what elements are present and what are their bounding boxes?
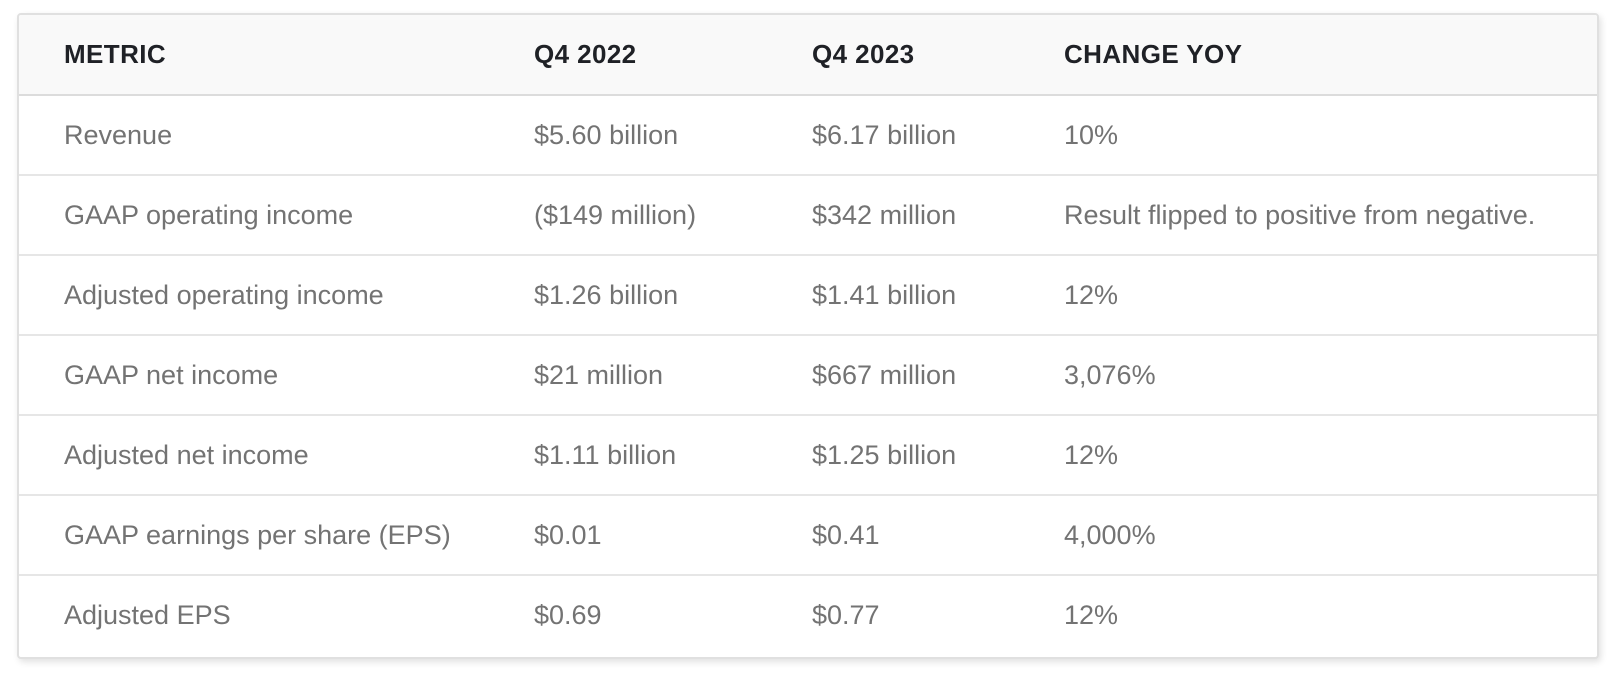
column-header-q4-2022: Q4 2022 xyxy=(489,15,767,96)
metric-cell: GAAP earnings per share (EPS) xyxy=(19,495,489,576)
change-yoy-cell: 4,000% xyxy=(1019,495,1597,576)
table-row: Adjusted net income $1.11 billion $1.25 … xyxy=(19,415,1597,496)
metric-cell: Revenue xyxy=(19,95,489,176)
table-row: GAAP net income $21 million $667 million… xyxy=(19,335,1597,416)
financial-results-table-card: METRIC Q4 2022 Q4 2023 CHANGE YOY Revenu… xyxy=(17,13,1599,659)
metric-cell: GAAP net income xyxy=(19,335,489,416)
column-header-q4-2023: Q4 2023 xyxy=(767,15,1019,96)
change-yoy-cell: 10% xyxy=(1019,95,1597,176)
q4-2023-cell: $1.25 billion xyxy=(767,415,1019,496)
change-yoy-cell: 3,076% xyxy=(1019,335,1597,416)
change-yoy-cell: 12% xyxy=(1019,255,1597,336)
metric-cell: GAAP operating income xyxy=(19,175,489,256)
q4-2023-cell: $0.41 xyxy=(767,495,1019,576)
q4-2023-cell: $342 million xyxy=(767,175,1019,256)
table-row: Revenue $5.60 billion $6.17 billion 10% xyxy=(19,95,1597,176)
metric-cell: Adjusted EPS xyxy=(64,600,231,630)
q4-2023-cell: $1.41 billion xyxy=(767,255,1019,336)
q4-2023-cell: $667 million xyxy=(767,335,1019,416)
column-header-metric: METRIC xyxy=(19,15,489,96)
table-row: Adjusted EPS $0.69 $0.77 12% xyxy=(19,575,1597,655)
table-row: GAAP operating income ($149 million) $34… xyxy=(19,175,1597,256)
q4-2022-cell: $1.26 billion xyxy=(489,255,767,336)
q4-2022-cell: $0.69 xyxy=(534,600,602,630)
table-row: GAAP earnings per share (EPS) $0.01 $0.4… xyxy=(19,495,1597,576)
column-header-change-yoy: CHANGE YOY xyxy=(1019,15,1597,96)
q4-2022-cell: $1.11 billion xyxy=(489,415,767,496)
q4-2022-cell: ($149 million) xyxy=(489,175,767,256)
financial-results-table: METRIC Q4 2022 Q4 2023 CHANGE YOY Revenu… xyxy=(19,15,1597,655)
q4-2023-cell: $0.77 xyxy=(812,600,880,630)
q4-2022-cell: $0.01 xyxy=(489,495,767,576)
table-header: METRIC Q4 2022 Q4 2023 CHANGE YOY xyxy=(19,15,1597,96)
metric-cell: Adjusted net income xyxy=(19,415,489,496)
q4-2022-cell: $21 million xyxy=(489,335,767,416)
change-yoy-cell: 12% xyxy=(1019,415,1597,496)
q4-2023-cell: $6.17 billion xyxy=(767,95,1019,176)
table-row: Adjusted operating income $1.26 billion … xyxy=(19,255,1597,336)
metric-cell: Adjusted operating income xyxy=(19,255,489,336)
q4-2022-cell: $5.60 billion xyxy=(489,95,767,176)
change-yoy-cell: Result flipped to positive from negative… xyxy=(1019,175,1597,256)
change-yoy-cell: 12% xyxy=(1064,600,1119,630)
table-body: Revenue $5.60 billion $6.17 billion 10% … xyxy=(19,95,1597,655)
header-row: METRIC Q4 2022 Q4 2023 CHANGE YOY xyxy=(19,15,1597,96)
